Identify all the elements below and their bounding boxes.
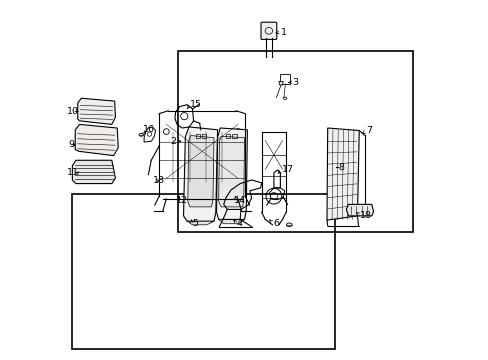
Text: 14: 14	[233, 196, 245, 205]
Polygon shape	[346, 204, 373, 216]
Text: 8: 8	[338, 163, 344, 172]
Text: 9: 9	[69, 140, 75, 149]
Text: 13: 13	[153, 176, 165, 185]
Ellipse shape	[139, 134, 143, 136]
Polygon shape	[183, 127, 217, 221]
Text: 3: 3	[292, 78, 298, 87]
FancyBboxPatch shape	[261, 22, 276, 40]
Text: 12: 12	[176, 196, 188, 205]
Polygon shape	[75, 125, 118, 156]
Text: 6: 6	[273, 219, 279, 228]
Text: 2: 2	[170, 137, 176, 146]
Polygon shape	[187, 135, 214, 207]
Ellipse shape	[283, 97, 286, 99]
Polygon shape	[278, 81, 283, 85]
Bar	[232, 134, 236, 138]
Polygon shape	[72, 160, 115, 184]
Text: 10: 10	[67, 107, 79, 116]
Text: 7: 7	[366, 126, 372, 135]
Bar	[178, 51, 412, 232]
Text: 5: 5	[192, 219, 198, 228]
Text: 15: 15	[190, 100, 202, 109]
Polygon shape	[326, 128, 359, 220]
Text: 18: 18	[359, 211, 371, 220]
Text: 11: 11	[67, 168, 79, 177]
Text: 16: 16	[143, 125, 155, 134]
Polygon shape	[218, 136, 244, 207]
Bar	[196, 134, 200, 138]
Ellipse shape	[286, 223, 292, 226]
Polygon shape	[187, 221, 214, 225]
Text: 4: 4	[236, 219, 242, 228]
Bar	[280, 74, 290, 84]
Text: 17: 17	[281, 166, 293, 175]
Polygon shape	[216, 128, 247, 220]
Bar	[225, 134, 230, 138]
Polygon shape	[78, 98, 115, 125]
Bar	[72, 194, 335, 348]
Text: 1: 1	[281, 28, 286, 37]
Bar	[202, 134, 206, 138]
Polygon shape	[218, 220, 244, 224]
